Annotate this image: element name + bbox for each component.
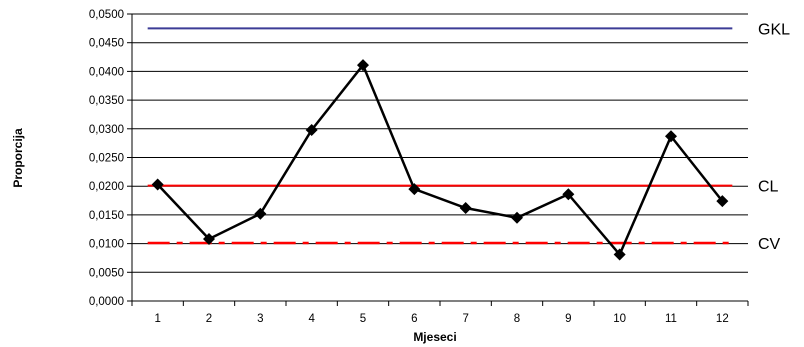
series-line: [156, 62, 724, 257]
x-tick-label: 11: [665, 313, 677, 325]
x-tick-label: 4: [308, 313, 315, 325]
x-tick-label: 12: [716, 313, 729, 325]
y-tick-label: 0,0350: [89, 95, 124, 107]
y-tick-label: 0,0400: [89, 66, 124, 78]
reference-label-cl: CL: [758, 179, 779, 196]
data-point-diamond: [254, 207, 267, 220]
data-point-diamond: [357, 59, 369, 72]
x-tick-label: 8: [514, 313, 520, 325]
x-tick-label: 7: [462, 313, 468, 325]
y-tick-label: 0,0250: [89, 153, 124, 165]
y-tick-label: 0,0000: [89, 296, 124, 308]
data-point-diamond: [408, 183, 421, 196]
data-series: [151, 59, 729, 261]
x-axis-title: Mjeseci: [413, 330, 456, 344]
reference-label-gkl: GKL: [758, 21, 790, 38]
data-point-diamond: [203, 233, 215, 246]
data-point-diamond: [665, 130, 677, 143]
y-tick-label: 0,0450: [89, 38, 124, 50]
y-tick-label: 0,0100: [89, 239, 124, 251]
reference-label-cv: CV: [758, 236, 781, 253]
data-point-diamond: [716, 195, 729, 208]
x-tick-label: 9: [565, 313, 571, 325]
y-tick-label: 0,0150: [89, 210, 124, 222]
y-axis-title: Proporcija: [11, 128, 25, 188]
y-tick-label: 0,0300: [89, 124, 124, 136]
x-tick-label: 10: [613, 313, 626, 325]
x-tick-label: 5: [360, 313, 366, 325]
grid-lines: [132, 13, 748, 273]
y-tick-label: 0,0050: [89, 267, 124, 279]
x-tick-label: 6: [411, 313, 417, 325]
reference-lines: [147, 27, 733, 245]
data-point-diamond: [305, 123, 318, 136]
data-point-diamond: [459, 202, 472, 215]
tick-labels: 0,0000 0,0050 0,0100 0,0150 0,0200 0,0250 0,03…: [89, 9, 790, 325]
x-tick-label: 1: [154, 313, 160, 325]
x-tick-label: 2: [206, 313, 212, 325]
data-point-diamond: [151, 178, 164, 191]
data-point-diamond: [613, 248, 626, 261]
axes: [127, 13, 749, 306]
data-point-diamond: [562, 188, 575, 201]
y-tick-label: 0,0200: [89, 181, 124, 193]
x-tick-label: 3: [257, 313, 263, 325]
data-point-diamond: [511, 211, 523, 224]
y-tick-label: 0,0500: [89, 9, 124, 21]
